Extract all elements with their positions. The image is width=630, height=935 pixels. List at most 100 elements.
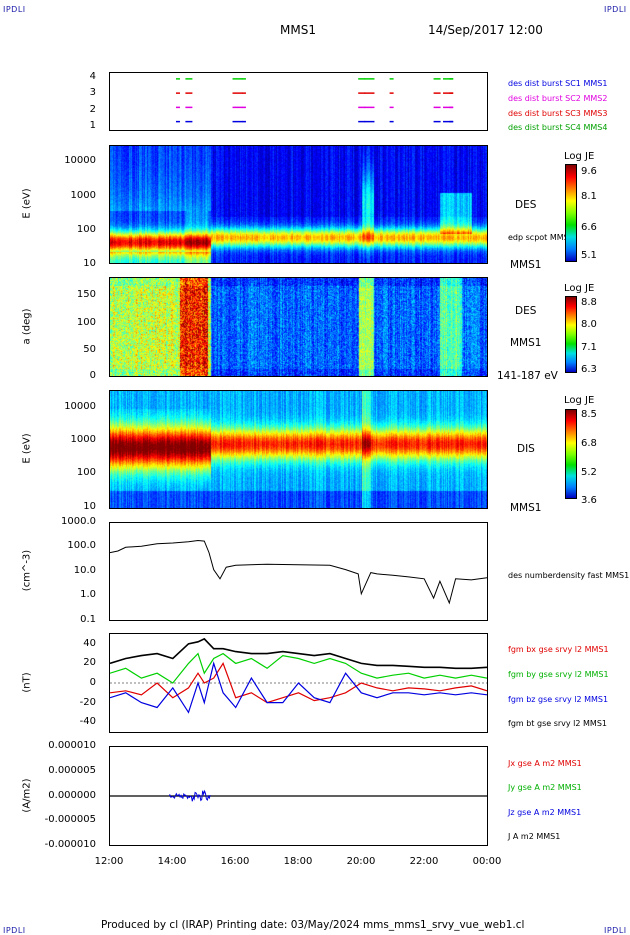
des-pitch-heatmap — [110, 278, 487, 376]
des-energy-sc-label: MMS1 — [510, 259, 542, 271]
burst-segment — [443, 78, 454, 80]
legend-j: J A m2 MMS1 — [508, 832, 561, 841]
current-panel — [109, 746, 488, 846]
bfield-plot — [110, 637, 487, 714]
des-pitch-cbar-tick-max: 8.8 — [581, 297, 597, 308]
dis-energy-cbar-tick-max: 8.5 — [581, 409, 597, 420]
dis-energy-sc-label: MMS1 — [510, 502, 542, 514]
des-pitch-energy-band-label: 141-187 eV — [497, 370, 558, 382]
legend-bt: fgm bt gse srvy l2 MMS1 — [508, 719, 607, 728]
des-energy-panel — [109, 145, 488, 264]
burst-segment — [364, 120, 375, 123]
xtick-2200: 22:00 — [409, 856, 439, 867]
des-pitch-colorbar — [565, 296, 577, 373]
burst-segment — [232, 120, 243, 123]
des-energy-ytick-100: 100 — [76, 224, 96, 235]
des-pitch-panel — [109, 277, 488, 377]
legend-burst-sc3: des dist burst SC3 MMS3 — [508, 109, 608, 118]
des-energy-heatmap — [110, 146, 487, 263]
burst-segment — [443, 92, 454, 94]
corner-label-bottom-right: IPDLI — [604, 926, 627, 935]
burst-segment — [358, 92, 366, 94]
burst-ytick-4: 4 — [89, 71, 96, 82]
burst-segment — [389, 92, 394, 94]
burst-segment — [175, 78, 180, 80]
burst-segment — [185, 92, 193, 94]
burst-segment — [433, 120, 441, 123]
dis-energy-ytick-1000: 1000 — [70, 434, 96, 445]
dis-energy-colorbar-title: Log JE — [564, 395, 595, 406]
burst-segment — [358, 120, 366, 123]
bfield-ytick-minus40: -40 — [79, 716, 96, 727]
dis-energy-instrument-label: DIS — [517, 443, 535, 455]
burst-segment — [185, 120, 193, 123]
burst-segment — [443, 106, 454, 109]
burst-segment — [175, 120, 180, 123]
des-energy-ytick-10000: 10000 — [64, 155, 96, 166]
burst-segment — [449, 106, 454, 109]
legend-jy: Jy gse A m2 MMS1 — [508, 783, 582, 792]
density-series-label: des numberdensity fast MMS1 — [508, 571, 630, 580]
des-energy-colorbar — [565, 164, 577, 262]
density-series-line — [110, 539, 487, 605]
bfield-ytick-minus20: -20 — [79, 697, 96, 708]
density-panel — [109, 522, 488, 621]
burst-segment — [364, 106, 375, 109]
corner-label-top-right: IPDLI — [604, 5, 627, 14]
burst-segment — [241, 106, 246, 109]
dis-energy-ylabel: E (eV) — [21, 433, 33, 464]
des-energy-cbar-tick-max: 9.6 — [581, 166, 597, 177]
current-jz-burst — [169, 789, 211, 802]
burst-segment — [389, 120, 394, 123]
current-ytick-2: 0.000005 — [48, 765, 96, 776]
legend-jx: Jx gse A m2 MMS1 — [508, 759, 582, 768]
des-energy-ytick-10: 10 — [83, 258, 96, 269]
burst-ytick-2: 2 — [89, 104, 96, 115]
bfield-ytick-40: 40 — [83, 638, 96, 649]
burst-segment — [449, 120, 454, 123]
dis-energy-panel — [109, 390, 488, 509]
dis-energy-ytick-10000: 10000 — [64, 401, 96, 412]
burst-segment — [389, 106, 394, 109]
bfield-ylabel: (nT) — [21, 672, 33, 693]
des-energy-cbar-tick-2: 8.1 — [581, 191, 597, 202]
des-energy-cbar-tick-3: 6.6 — [581, 222, 597, 233]
des-energy-scpot-label: edp scpot MMS1 — [508, 233, 574, 242]
legend-burst-sc4: des dist burst SC4 MMS4 — [508, 123, 608, 132]
burst-segment — [241, 78, 246, 80]
burst-segment — [358, 106, 366, 109]
burst-segment — [433, 78, 441, 80]
des-pitch-ytick-100: 100 — [76, 317, 96, 328]
legend-by: fgm by gse srvy l2 MMS1 — [508, 670, 609, 679]
bfield-ytick-0: 0 — [89, 677, 96, 688]
burst-ytick-3: 3 — [89, 87, 96, 98]
burst-segment — [175, 92, 180, 94]
des-pitch-colorbar-title: Log JE — [564, 283, 595, 294]
xtick-1400: 14:00 — [157, 856, 187, 867]
density-ytick-1: 1.0 — [80, 589, 96, 600]
burst-segment — [358, 78, 366, 80]
des-energy-ylabel: E (eV) — [21, 188, 33, 219]
burst-segment — [433, 106, 441, 109]
bfield-series-line — [110, 637, 487, 670]
dis-energy-cbar-tick-3: 5.2 — [581, 467, 597, 478]
des-pitch-sc-label: MMS1 — [510, 337, 542, 349]
density-ylabel: (cm^-3) — [21, 549, 33, 592]
density-ytick-1000: 1000.0 — [61, 516, 96, 527]
burst-segment — [175, 106, 180, 109]
current-ylabel: (A/m2) — [21, 778, 33, 813]
dis-energy-colorbar — [565, 409, 577, 499]
burst-segment — [449, 92, 454, 94]
des-pitch-ytick-0: 0 — [89, 370, 96, 381]
des-energy-instrument-label: DES — [515, 199, 537, 211]
des-pitch-ytick-150: 150 — [76, 289, 96, 300]
corner-label-top-left: IPDLI — [3, 5, 26, 14]
des-pitch-cbar-tick-2: 8.0 — [581, 319, 597, 330]
des-energy-cbar-tick-min: 5.1 — [581, 250, 597, 261]
current-ytick-4: -0.000005 — [44, 814, 96, 825]
xtick-1600: 16:00 — [220, 856, 250, 867]
xtick-0000: 00:00 — [472, 856, 502, 867]
burst-segment — [241, 120, 246, 123]
burst-panel — [109, 72, 488, 131]
density-ytick-10: 10.0 — [73, 565, 96, 576]
